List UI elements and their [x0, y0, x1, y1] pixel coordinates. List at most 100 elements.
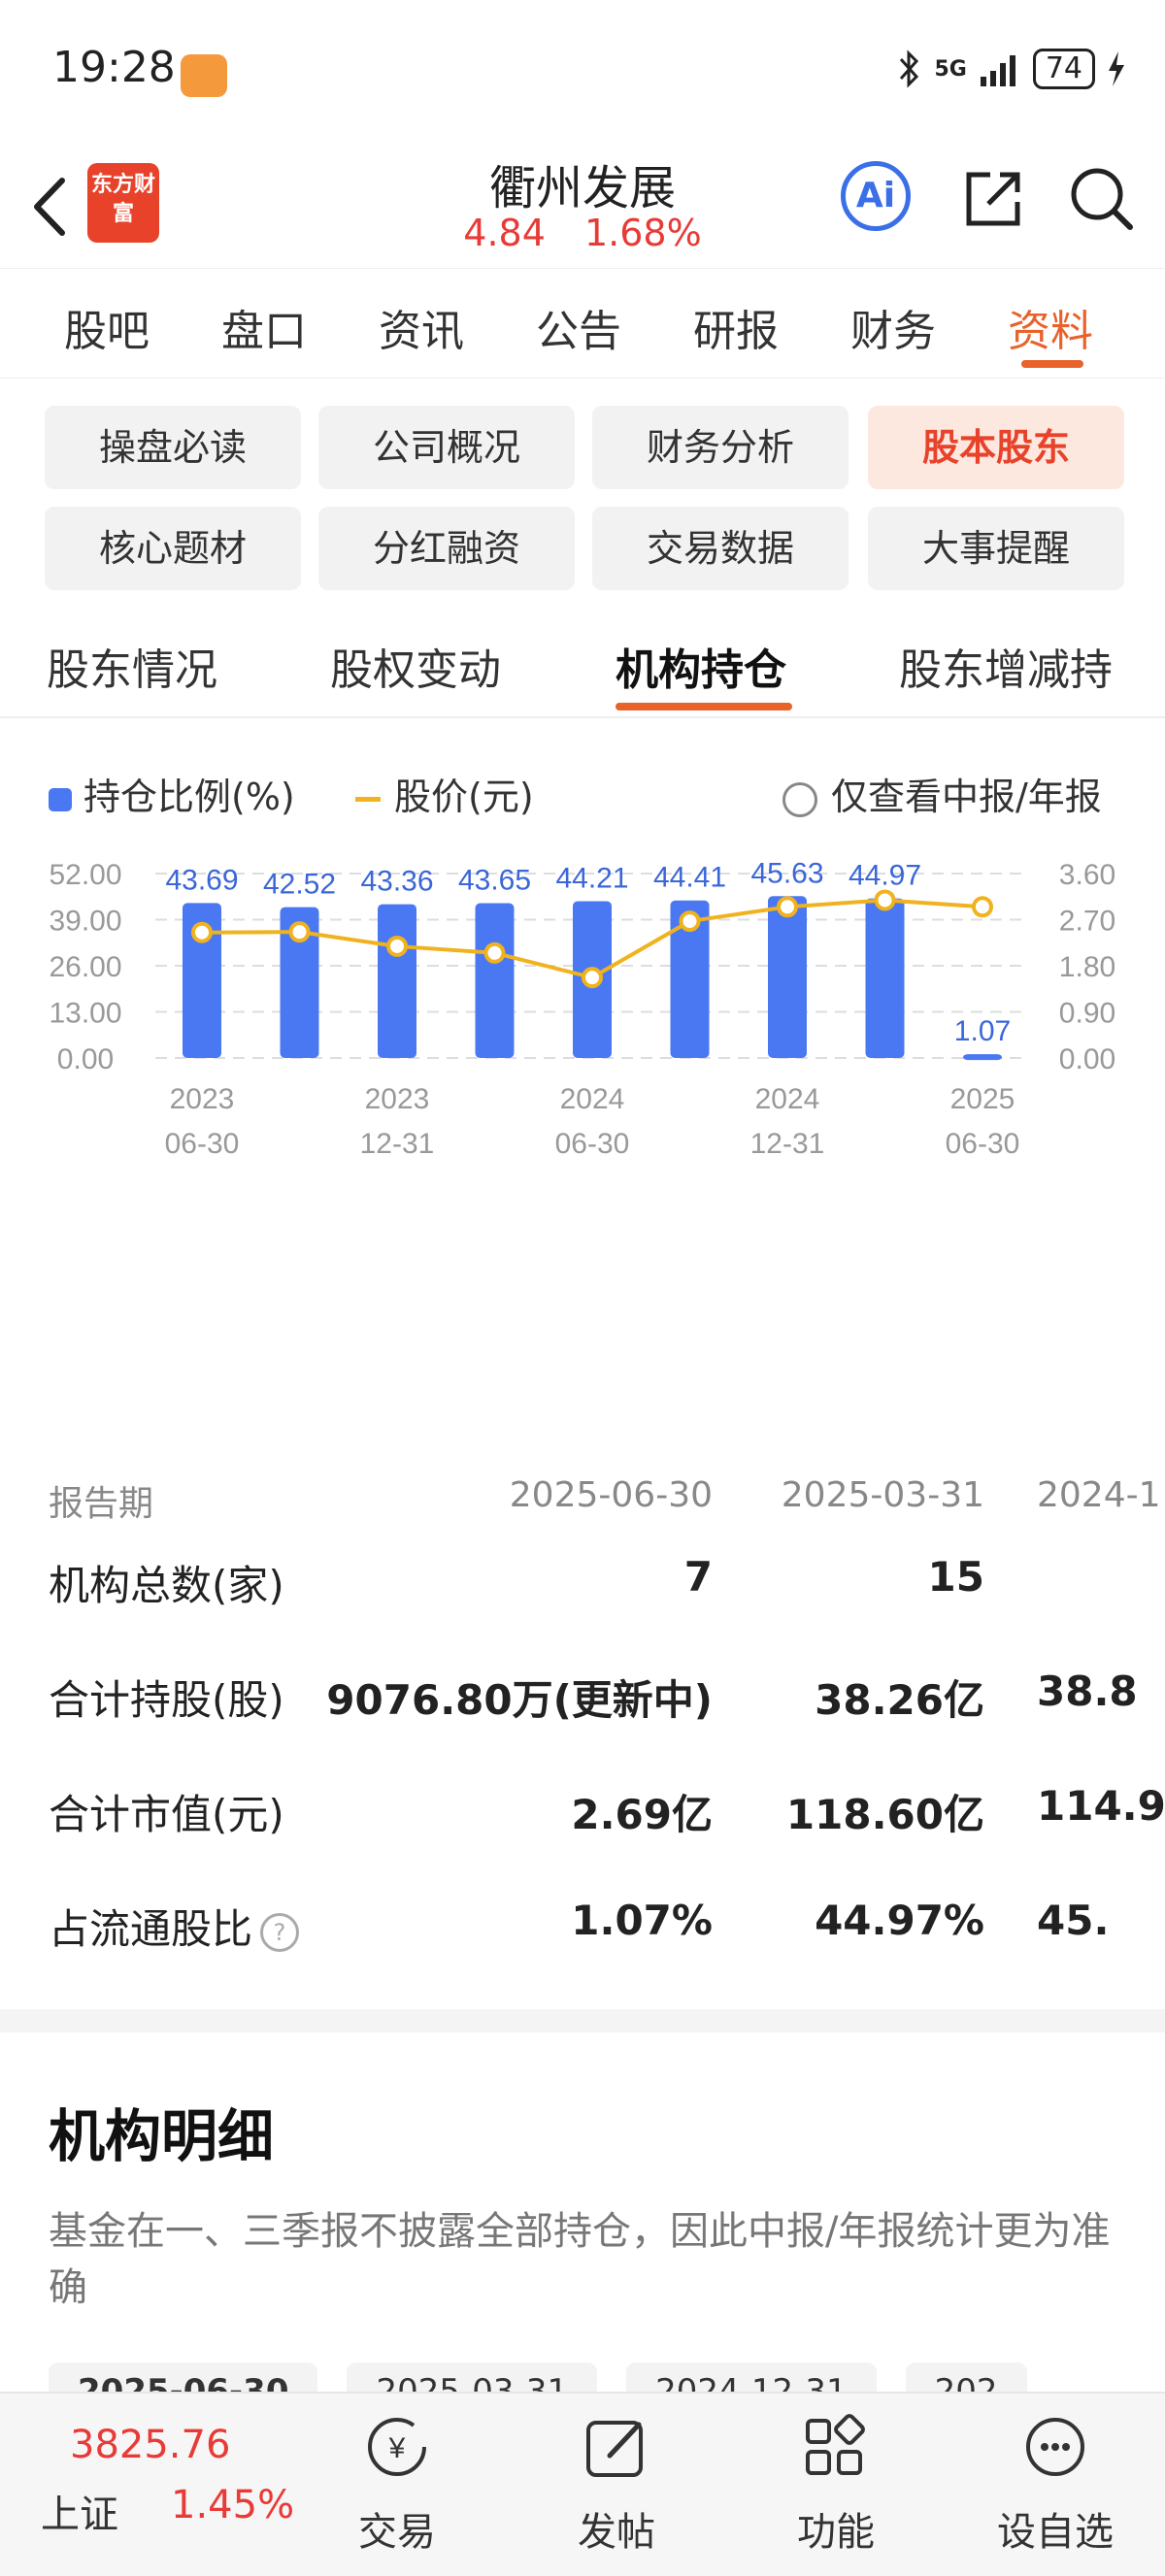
stock-change-pct: 1.68% [583, 212, 702, 254]
chart-bar [378, 904, 416, 1058]
row-label-with-help: 占流通股比? [49, 1897, 300, 1956]
bar-value-label: 43.65 [458, 865, 531, 897]
chart-bar [865, 898, 905, 1058]
chip-dividends[interactable]: 分红融资 [318, 507, 575, 590]
row-label: 合计持股(股) [49, 1676, 284, 1724]
bar-value-label: 44.41 [653, 862, 726, 894]
y-left-tick-label: 39.00 [49, 906, 121, 938]
subtab-shareholders[interactable]: 股东情况 [47, 645, 217, 695]
table-header-col-2: 2025-03-31 [781, 1475, 984, 1515]
row-value-3: 114.9 [1037, 1782, 1165, 1830]
holdings-chart: 52.00 3.60 39.00 2.70 26.00 1.80 13.00 0.90 0.00… [49, 857, 1115, 1160]
row-value-1: 1.07% [571, 1897, 713, 1944]
sub-tab-bar: 股东情况 股权变动 机构持仓 股东增减持 [0, 621, 1165, 718]
row-value-1: 7 [683, 1553, 713, 1601]
bar-value-label: 43.69 [165, 864, 238, 896]
main-tab-bar: 股吧 盘口 资讯 公告 研报 财务 资料 [0, 268, 1165, 379]
tab-pankou[interactable]: 盘口 [221, 307, 307, 356]
filter-toggle[interactable]: 仅查看中报/年报 [782, 767, 1102, 820]
y-right-tick-label: 1.80 [1059, 951, 1115, 983]
chip-financial-analysis[interactable]: 财务分析 [592, 406, 849, 489]
share-icon[interactable] [961, 167, 1025, 231]
price-point [777, 896, 798, 918]
price-point [582, 967, 603, 989]
chart-bar [963, 1054, 1002, 1061]
bar-value-label: 45.63 [750, 857, 823, 889]
x-tick-label-year: 2024 [755, 1083, 820, 1115]
add-watchlist-label: 设自选 [997, 2510, 1114, 2555]
tab-news[interactable]: 资讯 [379, 307, 464, 356]
x-tick-label-year: 2025 [950, 1083, 1015, 1115]
y-right-tick-label: 0.90 [1059, 998, 1115, 1030]
legend-bar-swatch [49, 787, 72, 811]
tab-profile[interactable]: 资料 [1008, 307, 1093, 356]
back-arrow-icon[interactable] [23, 173, 82, 241]
chip-core-themes[interactable]: 核心题材 [45, 507, 301, 590]
row-value-3: 45. [1037, 1897, 1110, 1944]
bar-value-label: 1.07 [954, 1015, 1011, 1047]
chart-bar [475, 903, 515, 1058]
more-icon [1026, 2418, 1084, 2476]
svg-text:¥: ¥ [388, 2432, 406, 2464]
price-point [679, 910, 701, 933]
row-label: 合计市值(元) [49, 1791, 284, 1838]
network-label: 5G [934, 56, 967, 82]
app-logo[interactable]: 东方财富 [87, 163, 159, 243]
x-tick-label-date: 12-31 [360, 1128, 435, 1160]
stock-name: 衢州发展 [488, 161, 676, 215]
search-icon[interactable] [1068, 165, 1134, 231]
chart-bar [183, 903, 221, 1058]
chip-trading-data[interactable]: 交易数据 [592, 507, 849, 590]
table-header-label: 报告期 [49, 1484, 154, 1524]
x-tick-label-date: 06-30 [165, 1128, 240, 1160]
subtab-equity-changes[interactable]: 股权变动 [330, 645, 501, 695]
y-right-tick-label: 2.70 [1059, 906, 1115, 938]
x-tick-label-year: 2023 [365, 1083, 430, 1115]
chip-company-overview[interactable]: 公司概况 [318, 406, 575, 489]
price-point [386, 935, 408, 957]
tab-research[interactable]: 研报 [693, 307, 779, 356]
filter-label: 仅查看中报/年报 [831, 776, 1102, 818]
stock-quote: 4.84 1.68% [0, 212, 1165, 254]
x-tick-label-year: 2023 [170, 1083, 235, 1115]
detail-title: 机构明细 [49, 2103, 275, 2169]
x-tick-label-year: 2024 [560, 1083, 625, 1115]
chip-shareholders[interactable]: 股本股东 [868, 406, 1124, 489]
grid-icon [806, 2414, 865, 2475]
row-value-1: 2.69亿 [571, 1791, 713, 1838]
subtab-institutional-holdings[interactable]: 机构持仓 [616, 645, 786, 695]
chip-events[interactable]: 大事提醒 [868, 507, 1124, 590]
ai-assistant-button[interactable]: Ai [841, 161, 911, 231]
y-left-tick-label: 52.00 [49, 859, 121, 891]
price-point [191, 921, 213, 943]
y-left-tick-label: 13.00 [49, 998, 121, 1030]
subtab-holding-changes[interactable]: 股东增减持 [899, 645, 1113, 695]
row-value-2: 38.26亿 [815, 1676, 984, 1724]
notification-icon [181, 54, 227, 97]
x-tick-label-date: 06-30 [555, 1128, 630, 1160]
y-right-tick-label: 0.00 [1059, 1043, 1115, 1075]
y-left-tick-label: 0.00 [57, 1043, 114, 1075]
active-subtab-indicator [616, 703, 792, 710]
price-point [483, 941, 506, 964]
index-change-pct[interactable]: 1.45% [171, 2483, 295, 2527]
help-icon[interactable]: ? [260, 1912, 300, 1952]
filter-radio[interactable] [782, 781, 817, 817]
index-value[interactable]: 3825.76 [70, 2423, 231, 2467]
bar-value-label: 44.97 [849, 860, 921, 892]
chip-trading-guide[interactable]: 操盘必读 [45, 406, 301, 489]
table-header-row: 报告期 2025-06-30 2025-03-31 2024-1 [0, 1475, 1165, 1534]
institutional-holdings-card: 持仓比例(%) 股价(元) 仅查看中报/年报 52.00 3.60 39.00 2.7… [0, 718, 1165, 2009]
bluetooth-icon [900, 50, 919, 88]
bar-value-label: 44.21 [555, 862, 628, 894]
trade-label: 交易 [358, 2510, 436, 2555]
edit-icon [586, 2421, 643, 2477]
tab-announcements[interactable]: 公告 [536, 307, 621, 356]
price-point [288, 921, 311, 943]
active-tab-indicator [1021, 360, 1083, 368]
legend-line-swatch [355, 797, 381, 802]
tab-guba[interactable]: 股吧 [64, 307, 150, 356]
index-name[interactable]: 上证 [41, 2493, 118, 2537]
tab-finance[interactable]: 财务 [850, 307, 936, 356]
status-bar: 19:28 5G 74 [0, 0, 1165, 146]
